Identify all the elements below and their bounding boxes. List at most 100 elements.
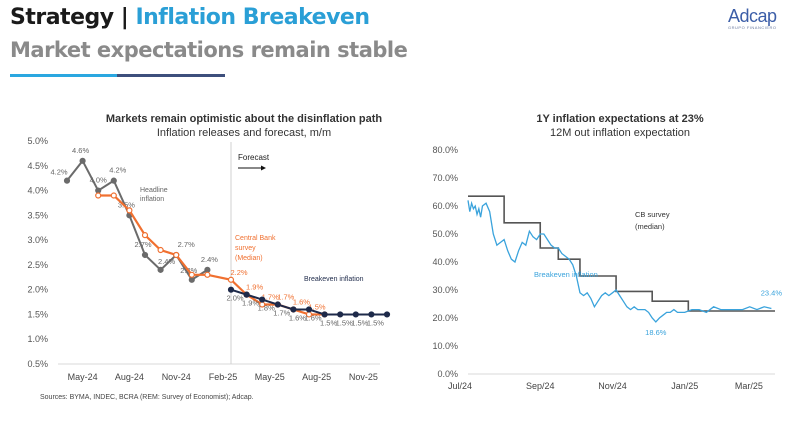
chart1-title: Markets remain optimistic about the disi…: [106, 113, 383, 125]
chart1-subtitle: Inflation releases and forecast, m/m: [157, 127, 331, 139]
chart1-ytick-label: 2.5%: [27, 260, 48, 270]
inflation-forecast-chart: Markets remain optimistic about the disi…: [27, 113, 391, 401]
chart2-ytick-label: 40.0%: [432, 257, 458, 267]
series-line-0: [66, 158, 208, 282]
data-point: [305, 306, 313, 313]
underline-segment-dark: [117, 74, 225, 77]
chart1-xtick-label: Nov-25: [349, 372, 378, 382]
data-point: [368, 311, 375, 318]
chart2-title: 1Y inflation expectations at 23%: [536, 113, 704, 125]
data-point: [126, 207, 133, 214]
data-point: [95, 187, 102, 194]
data-point: [110, 192, 117, 199]
annotation-cb-survey-1: CB survey: [635, 210, 670, 219]
data-point: [259, 296, 266, 303]
data-point: [157, 266, 164, 273]
data-label: 1.6%: [293, 297, 310, 306]
data-label: 1.6%: [304, 313, 321, 322]
data-label: 2.0%: [226, 294, 243, 303]
data-point: [157, 246, 164, 254]
page-subtitle: Market expectations remain stable: [10, 38, 408, 62]
data-point: [352, 311, 359, 318]
header-underline: [10, 74, 225, 77]
chart2-xtick-label: Sep/24: [526, 381, 555, 391]
chart1-ytick-label: 2.0%: [27, 285, 48, 295]
data-label: 4.2%: [109, 166, 126, 175]
data-label: 1.9%: [242, 299, 259, 308]
data-label: 1.7%: [273, 309, 290, 318]
chart1-xtick-label: Aug-24: [115, 372, 144, 382]
data-point: [383, 311, 391, 318]
data-label: 2.4%: [201, 255, 218, 264]
data-label: 1.7%: [277, 293, 294, 302]
data-label: 2.2%: [230, 268, 247, 277]
annotation-cb-2: survey: [235, 245, 256, 252]
annotation-breakeven: Breakeven inflation: [304, 276, 364, 283]
chart1-ytick-label: 3.0%: [27, 235, 48, 245]
data-label: 4.2%: [50, 168, 67, 177]
chart2-ytick-label: 80.0%: [432, 145, 458, 155]
chart2-ytick-label: 20.0%: [432, 313, 458, 323]
data-point: [243, 291, 250, 298]
underline-segment-light: [10, 74, 117, 77]
data-label: 3.5%: [118, 200, 135, 209]
chart1-ytick-label: 5.0%: [27, 136, 48, 146]
annotation-cb-survey-2: (median): [635, 222, 665, 231]
data-point: [204, 271, 211, 278]
chart2-subtitle: 12M out inflation expectation: [550, 127, 690, 139]
data-label: 1.8%: [258, 304, 275, 313]
chart1-xtick-label: May-25: [255, 372, 285, 382]
chart1-ytick-label: 3.5%: [27, 210, 48, 220]
chart1-ytick-label: 1.0%: [27, 334, 48, 344]
company-logo: Adcap GRUPO FINANCIERO: [728, 6, 777, 30]
data-label: 1.9%: [246, 283, 263, 292]
title-prefix: Strategy |: [10, 5, 136, 30]
data-point: [95, 192, 102, 199]
data-label: 23.4%: [761, 288, 783, 297]
data-label: 4.6%: [72, 146, 89, 155]
chart2-ytick-label: 60.0%: [432, 201, 458, 211]
chart1-xtick-label: May-24: [68, 372, 98, 382]
data-point: [227, 276, 235, 283]
data-label: 1.5%: [308, 302, 325, 311]
chart2-xtick-label: Nov/24: [598, 381, 627, 391]
data-label: 1.5%: [367, 318, 384, 327]
data-point: [321, 311, 328, 318]
chart2-ytick-label: 10.0%: [432, 341, 458, 351]
chart2-xtick-label: Jul/24: [448, 381, 472, 391]
data-point: [173, 251, 180, 259]
data-point: [290, 306, 297, 313]
data-label: 4.0%: [90, 176, 107, 185]
chart2-xtick-label: Mar/25: [735, 381, 763, 391]
annotation-breakeven: Breakeven inflation: [534, 270, 598, 279]
data-label: 2.7%: [178, 240, 195, 249]
chart2-ytick-label: 50.0%: [432, 229, 458, 239]
data-label: 1.5%: [336, 318, 353, 327]
annotation-cb-1: Central Bank: [235, 235, 276, 242]
breakeven-line: [467, 200, 772, 323]
chart1-ytick-label: 0.5%: [27, 359, 48, 369]
chart1-ytick-label: 4.0%: [27, 186, 48, 196]
data-point: [204, 266, 211, 273]
data-label: 2.7%: [134, 240, 151, 249]
data-label: 1.5%: [351, 318, 368, 327]
data-point: [79, 157, 86, 164]
chart1-ytick-label: 1.5%: [27, 309, 48, 319]
data-label: 2.4%: [158, 257, 175, 266]
chart2-xtick-label: Jan/25: [671, 381, 698, 391]
data-point: [337, 311, 344, 318]
inflation-expectations-chart: 1Y inflation expectations at 23% 12M out …: [432, 113, 783, 391]
data-point: [274, 301, 281, 308]
annotation-headline-2: inflation: [140, 196, 164, 203]
chart1-xtick-label: Feb-25: [209, 372, 238, 382]
data-point: [141, 251, 149, 259]
chart2-ytick-label: 70.0%: [432, 173, 458, 183]
title-accent: Inflation Breakeven: [135, 5, 370, 30]
chart1-xtick-label: Aug-25: [302, 372, 331, 382]
logo-tagline: GRUPO FINANCIERO: [728, 25, 777, 30]
data-label: 18.6%: [645, 328, 667, 337]
logo-name: Adcap: [728, 6, 777, 26]
chart2-ytick-label: 30.0%: [432, 285, 458, 295]
data-point: [141, 232, 149, 239]
data-label: 1.7%: [262, 293, 279, 302]
